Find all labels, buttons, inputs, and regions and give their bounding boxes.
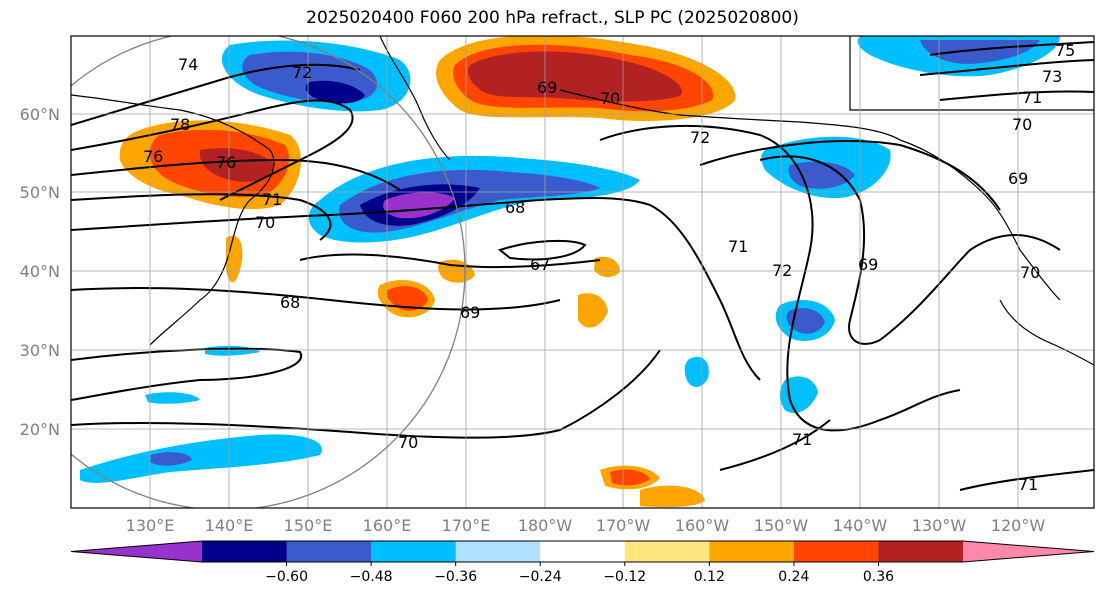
colorbar-swatch [202,541,288,562]
colorbar-tick-label: −0.12 [603,569,646,585]
lon-label: 130°W [912,516,967,535]
colorbar-extend-low [71,541,202,562]
contour-label: 76 [143,147,163,166]
colorbar: −0.60 −0.48 −0.36 −0.24 −0.12 0.12 0.24 0.36 [70,540,1095,585]
colorbar-tick-label: 0.24 [778,569,809,585]
colorbar-extend-high [963,541,1094,562]
colorbar-tick-label: 0.36 [863,569,894,585]
lon-label: 130°E [126,516,175,535]
contour-label: 71 [792,430,812,449]
contour-label: 71 [728,237,748,256]
colorbar-swatch [286,541,372,562]
contour-label: 73 [1042,67,1062,86]
contour-label: 78 [170,115,190,134]
graticule [71,36,1094,508]
colorbar-tick-label: −0.48 [350,569,393,585]
lon-label: 140°W [833,516,888,535]
lat-label: 30°N [20,341,60,360]
lat-label: 60°N [20,105,60,124]
map-frame [70,35,1095,509]
contour-label: 70 [600,89,620,108]
lon-label: 150°W [754,516,809,535]
map-plot-area: 74 72 78 76 76 71 70 68 69 70 72 68 67 6… [71,36,1094,508]
lat-label: 40°N [20,262,60,281]
contour-label: 71 [1022,88,1042,107]
contour-label: 72 [690,128,710,147]
latitude-labels: 60°N 50°N 40°N 30°N 20°N [20,105,60,439]
contour-label: 72 [292,63,312,82]
contour-label: 67 [530,255,550,274]
contour-label: 71 [262,190,282,209]
lon-label: 170°W [596,516,651,535]
contour-label: 69 [858,255,878,274]
contour-label: 71 [1018,475,1038,494]
lon-label: 170°E [442,516,491,535]
lon-label: 180°W [518,516,573,535]
colorbar-tick-label: 0.12 [694,569,725,585]
contour-label: 70 [398,433,418,452]
colorbar-swatch [624,541,710,562]
contour-label: 76 [216,153,236,172]
contour-label: 72 [772,261,792,280]
slp-contours [71,41,1094,491]
lon-label: 140°E [205,516,254,535]
contour-label: 75 [1055,41,1075,60]
colorbar-swatch [455,541,541,562]
contour-label: 68 [505,198,525,217]
lon-label: 150°E [284,516,333,535]
contour-label: 70 [1012,115,1032,134]
contour-label: 70 [1020,263,1040,282]
lat-label: 20°N [20,420,60,439]
lon-label: 160°E [363,516,412,535]
contour-label: 69 [460,303,480,322]
contour-labels: 74 72 78 76 76 71 70 68 69 70 72 68 67 6… [143,41,1075,494]
colorbar-swatch [371,541,457,562]
colorbar-swatch [878,541,964,562]
lon-label: 120°W [991,516,1046,535]
contour-label: 69 [1008,169,1028,188]
range-circle [71,36,466,508]
longitude-labels: 130°E 140°E 150°E 160°E 170°E 180°W 170°… [126,516,1046,535]
contour-label: 70 [255,213,275,232]
colorbar-swatch [709,541,795,562]
lat-label: 50°N [20,183,60,202]
colorbar-tick-label: −0.36 [434,569,477,585]
contour-label: 74 [178,55,198,74]
colorbar-swatch [793,541,879,562]
colorbar-tick-label: −0.60 [265,569,308,585]
map-title: 2025020400 F060 200 hPa refract., SLP PC… [306,8,799,28]
colorbar-swatch [540,541,626,562]
colorbar-tick-label: −0.24 [519,569,562,585]
shaded-fields [80,36,1060,508]
lon-label: 160°W [675,516,730,535]
contour-label: 68 [280,293,300,312]
contour-label: 69 [537,78,557,97]
